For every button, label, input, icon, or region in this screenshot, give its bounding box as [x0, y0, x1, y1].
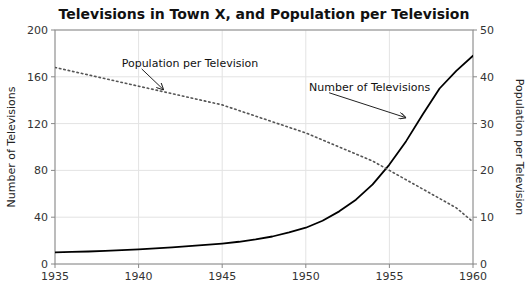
- y2-tick-label: 20: [480, 164, 494, 177]
- grid: [55, 30, 473, 264]
- y-tick: [51, 217, 55, 218]
- y-tick: [51, 123, 55, 124]
- y-tick-label: 40: [34, 211, 48, 224]
- x-tick-label: 1940: [125, 270, 153, 283]
- grid-line-x: [305, 30, 306, 264]
- y2-tick: [473, 123, 477, 124]
- chart: 1935194019451950195519600408012016020001…: [0, 0, 528, 294]
- y-tick-label: 200: [27, 24, 48, 37]
- grid-line-y: [55, 217, 473, 218]
- axes: 1935194019451950195519600408012016020001…: [27, 24, 494, 283]
- y-tick-label: 0: [41, 258, 48, 271]
- y-tick-label: 160: [27, 71, 48, 84]
- x-tick: [389, 264, 390, 268]
- y-axis-label: Number of Televisions: [5, 86, 18, 207]
- x-tick: [55, 264, 56, 268]
- x-tick: [138, 264, 139, 268]
- y-tick: [51, 76, 55, 77]
- grid-line-y: [55, 170, 473, 171]
- y2-tick: [473, 170, 477, 171]
- y2-tick: [473, 30, 477, 31]
- y2-tick-label: 0: [480, 258, 487, 271]
- x-tick-label: 1945: [208, 270, 236, 283]
- y-tick: [51, 30, 55, 31]
- annotation-arrow: [329, 93, 406, 118]
- series-line: [55, 67, 473, 221]
- x-tick: [222, 264, 223, 268]
- y2-tick-label: 30: [480, 118, 494, 131]
- annotation-text: Number of Televisions: [309, 81, 430, 94]
- y2-tick: [473, 76, 477, 77]
- grid-line-y: [55, 123, 473, 124]
- y-tick-label: 80: [34, 164, 48, 177]
- y2-tick: [473, 217, 477, 218]
- y-tick-label: 120: [27, 118, 48, 131]
- x-tick-label: 1960: [459, 270, 487, 283]
- x-tick: [305, 264, 306, 268]
- series-line: [55, 56, 473, 253]
- y2-axis-label: Population per Television: [513, 79, 526, 216]
- x-tick: [473, 264, 474, 268]
- y2-tick: [473, 264, 477, 265]
- grid-line-y: [55, 76, 473, 77]
- x-tick-label: 1950: [292, 270, 320, 283]
- chart-title: Televisions in Town X, and Population pe…: [59, 6, 470, 22]
- annotations: Number of Televisions Population per Tele…: [122, 57, 431, 118]
- y2-tick-label: 40: [480, 71, 494, 84]
- annotation-text: Population per Television: [122, 57, 259, 70]
- y2-tick-label: 50: [480, 24, 494, 37]
- annotation-arrow: [142, 69, 164, 90]
- y2-tick-label: 10: [480, 211, 494, 224]
- plot-frame: [55, 30, 473, 264]
- x-tick-label: 1935: [41, 270, 69, 283]
- grid-line-x: [389, 30, 390, 264]
- y-tick: [51, 170, 55, 171]
- x-tick-label: 1955: [375, 270, 403, 283]
- plot-area: [55, 56, 473, 253]
- y-tick: [51, 264, 55, 265]
